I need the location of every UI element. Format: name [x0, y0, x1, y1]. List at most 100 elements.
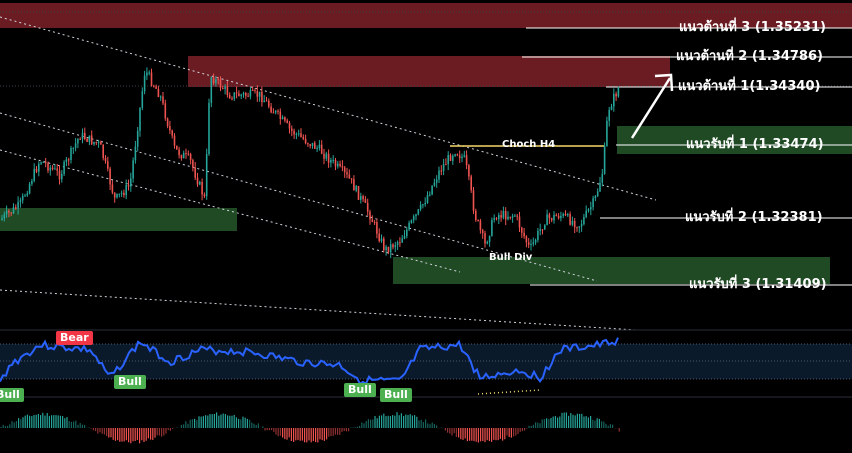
candle-body [210, 77, 213, 103]
candle-body [357, 186, 360, 200]
candle-body [113, 192, 116, 198]
candle-body [435, 179, 438, 183]
candle-body [320, 144, 323, 154]
candle-body [182, 153, 185, 159]
rsi-line [0, 337, 619, 386]
candle-body [143, 75, 146, 92]
candle-body [521, 227, 523, 233]
candle-body [56, 168, 58, 171]
candle-body [564, 213, 567, 216]
candle-body [576, 227, 578, 229]
candle-body [573, 220, 576, 228]
candle-body [438, 170, 440, 180]
bull-div-label: Bull Div [489, 252, 533, 263]
candle-body [557, 216, 560, 219]
candle-body [44, 162, 47, 164]
candle-body [350, 178, 353, 180]
candle-body [100, 141, 102, 145]
candle-body [176, 145, 178, 150]
candle-body [601, 173, 604, 183]
candle-body [553, 214, 555, 221]
candle-body [263, 100, 265, 103]
candle-body [79, 138, 81, 140]
bull-tag: Bull [344, 383, 376, 397]
candle-body [130, 178, 132, 187]
candle-body [592, 198, 594, 208]
candle-body [148, 72, 150, 74]
candle-body [8, 210, 10, 213]
candle-body [362, 196, 364, 200]
candle-body [346, 172, 348, 175]
candle-body [300, 133, 302, 137]
candle-body [330, 160, 332, 163]
candle-body [458, 155, 461, 159]
candle-body [261, 91, 263, 103]
candle-body [422, 204, 424, 206]
candle-body [571, 220, 574, 225]
candle-body [217, 79, 219, 81]
candle-body [309, 144, 311, 147]
candle-body [442, 164, 445, 171]
candle-body [578, 226, 581, 228]
bear-tag: Bear [56, 331, 93, 345]
candle-body [472, 190, 475, 211]
candle-body [231, 98, 233, 100]
candle-body [408, 222, 410, 230]
candle-body [256, 90, 259, 97]
up-arrow-icon [630, 73, 674, 139]
candle-body [141, 91, 144, 108]
candle-body [360, 196, 362, 200]
candle-body [465, 155, 468, 166]
candle-body [24, 195, 26, 197]
candle-body [456, 154, 459, 156]
candle-body [498, 215, 500, 220]
candle-body [19, 200, 22, 202]
candle-body [42, 162, 45, 164]
candle-body [417, 209, 420, 215]
resistance-label-2: แนวต้านที่ 2 (1.34786) [676, 49, 823, 64]
candle-body [199, 181, 201, 185]
candle-body [93, 141, 95, 145]
candle-body [452, 155, 454, 161]
candle-body [58, 170, 61, 180]
candle-body [304, 138, 307, 144]
candle-body [49, 167, 52, 171]
candle-body [447, 155, 449, 165]
candle-body [477, 220, 479, 222]
candle-body [233, 92, 236, 99]
candle-body [366, 202, 369, 212]
candle-body [493, 218, 495, 220]
candle-body [279, 111, 282, 120]
candle-body [509, 216, 512, 218]
candle-body [155, 86, 157, 89]
candle-body [28, 183, 31, 194]
candle-body [238, 93, 240, 97]
bull-tag: Bull [0, 388, 24, 402]
candle-body [178, 149, 180, 156]
candle-body [166, 118, 169, 127]
candle-body [560, 215, 562, 219]
candle-body [431, 185, 433, 195]
candle-body [445, 164, 447, 166]
candle-body [569, 214, 571, 225]
candle-body [615, 93, 617, 97]
candle-body [281, 117, 284, 120]
candle-body [475, 210, 477, 221]
candle-body [355, 186, 357, 191]
candle-body [544, 225, 546, 230]
candle-body [419, 204, 422, 210]
candle-body [26, 193, 29, 196]
candle-body [608, 109, 610, 121]
candle-body [254, 90, 256, 92]
candle-body [596, 191, 599, 196]
candle-body [219, 79, 222, 88]
candle-body [332, 159, 334, 161]
candle-body [268, 100, 270, 107]
candle-body [504, 210, 507, 220]
candle-body [240, 94, 242, 97]
candle-body [201, 181, 203, 195]
candle-body [463, 155, 466, 157]
candle-body [585, 210, 587, 217]
candle-body [580, 224, 583, 227]
